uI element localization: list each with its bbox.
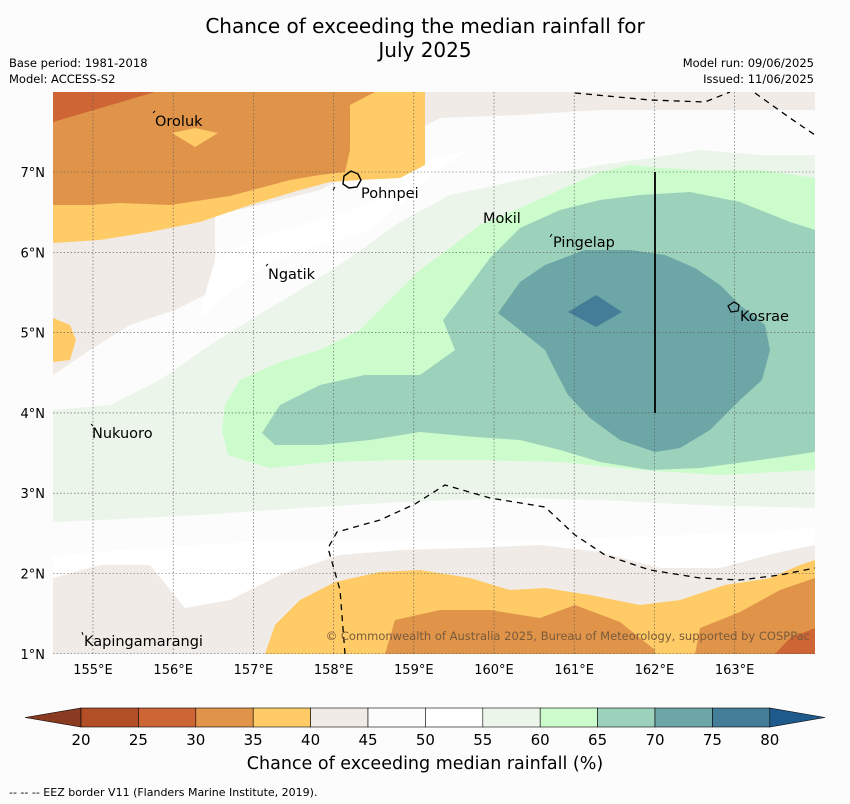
lat-tick-label: 5°N xyxy=(21,327,46,342)
colorbar-segment xyxy=(367,707,426,728)
lon-tick-label: 157°E xyxy=(234,663,274,678)
colorbar-tick-label: 30 xyxy=(186,731,205,749)
model-run: Model run: 09/06/2025 xyxy=(682,56,814,70)
region-south-30-35 xyxy=(385,605,655,654)
lat-tick-label: 4°N xyxy=(21,407,46,422)
axis-tick-labels: 155°E 156°E 157°E 158°E 159°E 160°E 161°E 162°E… xyxy=(21,166,755,678)
colorbar-segment xyxy=(425,707,484,728)
colorbar-segment xyxy=(252,707,311,728)
lat-tick-label: 2°N xyxy=(21,568,46,583)
lon-tick-label: 159°E xyxy=(394,663,434,678)
lon-tick-label: 155°E xyxy=(73,663,113,678)
region-wet-75-80 xyxy=(568,295,622,327)
meta-left: Base period: 1981-2018 Model: ACCESS-S2 xyxy=(9,55,148,87)
place-nukuoro: Nukuoro xyxy=(92,426,153,442)
region-south-30-35-east xyxy=(695,578,815,654)
lat-tick-label: 1°N xyxy=(21,648,46,663)
colorbar-tick-label: 75 xyxy=(703,731,722,749)
region-north-45-50 xyxy=(200,150,470,318)
colorbar-tick-label: 20 xyxy=(71,731,90,749)
colorbar-tick-label: 40 xyxy=(301,731,320,749)
place-pohnpei: Pohnpei xyxy=(361,186,419,202)
colorbar-segment xyxy=(654,707,713,728)
colorbar: 20 25 30 35 40 45 50 55 60 65 70 75 80 xyxy=(24,707,826,749)
lat-tick-label: 6°N xyxy=(21,246,46,261)
lat-tick-label: 7°N xyxy=(21,166,46,181)
colorbar-under-arrow xyxy=(24,707,82,728)
lon-tick-label: 160°E xyxy=(474,663,514,678)
place-pingelap: Pingelap xyxy=(553,235,615,251)
map-plot: © Commonwealth of Australia 2025, Bureau… xyxy=(53,92,815,654)
lon-tick-label: 158°E xyxy=(314,663,354,678)
colorbar-tick-label: 50 xyxy=(416,731,435,749)
model-name: Model: ACCESS-S2 xyxy=(9,72,116,86)
colorbar-segment xyxy=(539,707,598,728)
meta-right: Model run: 09/06/2025 Issued: 11/06/2025 xyxy=(683,55,814,87)
colorbar-tick-label: 25 xyxy=(129,731,148,749)
copyright-text: © Commonwealth of Australia 2025, Bureau… xyxy=(326,629,810,643)
colorbar-tick-label: 70 xyxy=(645,731,664,749)
colorbar-tick-label: 80 xyxy=(760,731,779,749)
lon-tick-label: 156°E xyxy=(153,663,193,678)
lat-tick-label: 3°N xyxy=(21,487,46,502)
colorbar-label: Chance of exceeding median rainfall (%) xyxy=(246,754,604,774)
region-west-35-40 xyxy=(53,318,76,362)
lon-tick-label: 163°E xyxy=(715,663,755,678)
colorbar-tick-label: 35 xyxy=(244,731,263,749)
eez-border-north xyxy=(574,92,815,136)
issued-date: Issued: 11/06/2025 xyxy=(703,72,814,86)
colorbar-over-arrow xyxy=(769,707,826,728)
colorbar-tick-label: 45 xyxy=(358,731,377,749)
colorbar-segment xyxy=(482,707,541,728)
colorbar-segment xyxy=(138,707,197,728)
place-oroluk: Oroluk xyxy=(155,114,203,130)
place-kosrae: Kosrae xyxy=(740,309,789,325)
colorbar-segment xyxy=(195,707,254,728)
colorbar-tick-label: 60 xyxy=(531,731,550,749)
title-line-2: July 2025 xyxy=(378,38,472,62)
pohnpei-island xyxy=(342,170,362,189)
base-period: Base period: 1981-2018 xyxy=(9,56,148,70)
colorbar-tick-label: 65 xyxy=(588,731,607,749)
colorbar-segment xyxy=(310,707,369,728)
colorbar-segment xyxy=(712,707,771,728)
region-north-25-30 xyxy=(53,92,155,122)
eez-border-south xyxy=(327,484,815,654)
place-kapingamarangi: Kapingamarangi xyxy=(84,634,203,650)
region-north-35-40-inner xyxy=(172,128,218,147)
place-ngatik: Ngatik xyxy=(268,267,316,283)
colorbar-tick-label: 55 xyxy=(473,731,492,749)
atoll-marks xyxy=(81,110,553,636)
region-wet-70-75 xyxy=(498,250,770,452)
region-south-25-30 xyxy=(775,628,815,654)
chart-title: Chance of exceeding the median rainfall … xyxy=(0,14,850,62)
region-north-30-35 xyxy=(53,92,375,205)
lon-tick-label: 162°E xyxy=(635,663,675,678)
eez-footnote: -- -- -- EEZ border V11 (Flanders Marine… xyxy=(9,786,318,799)
colorbar-segment xyxy=(80,707,139,728)
title-line-1: Chance of exceeding the median rainfall … xyxy=(205,14,645,38)
kosrae-island xyxy=(727,301,740,313)
place-mokil: Mokil xyxy=(483,211,521,227)
colorbar-segment xyxy=(597,707,656,728)
lon-tick-label: 161°E xyxy=(554,663,594,678)
